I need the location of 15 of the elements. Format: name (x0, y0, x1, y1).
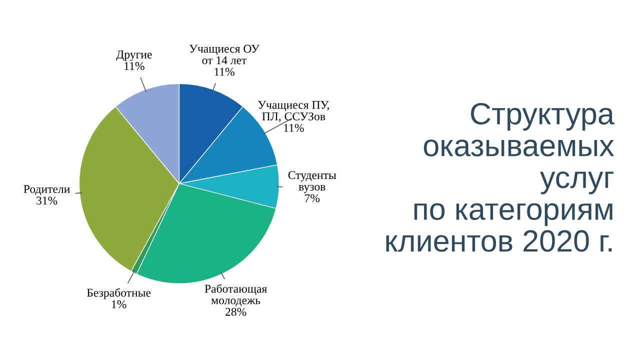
data-label: 1% (112, 300, 126, 308)
slice-label: Работающая молодежь (204, 284, 267, 306)
slice-label: Учащиеся ПУ, ПЛ, ССУЗов (258, 101, 329, 122)
slice-label: Безработные (86, 288, 151, 300)
data-label: 7% (305, 194, 320, 202)
data-label: 11% (284, 124, 304, 132)
slice-label: Другие (116, 50, 152, 61)
data-label: 28% (226, 308, 246, 316)
data-label: 11% (214, 68, 234, 76)
data-label: 11% (124, 62, 144, 70)
slice-label: Родители (24, 185, 70, 196)
data-label: 31% (36, 196, 58, 205)
slice-label: Студенты вузов (288, 171, 336, 194)
text: Структура оказываемых услуг по категориям клиентов 2020 г. (386, 102, 614, 252)
slice-label: Учащиеся ОУ от 14 лет (189, 44, 260, 64)
